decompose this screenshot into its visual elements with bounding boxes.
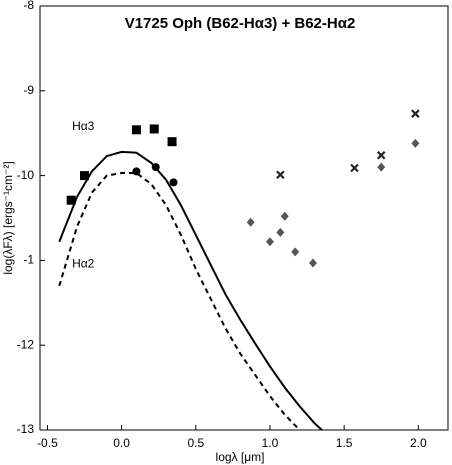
model-line [58, 150, 323, 431]
plot-frame [39, 5, 449, 431]
cross-point [276, 170, 285, 180]
x-tick-label: 2.0 [410, 436, 427, 450]
diamond-point [308, 258, 317, 268]
diamond-point [291, 247, 300, 257]
circle-point [151, 163, 160, 172]
y-tick-label: -13 [17, 422, 35, 436]
diamond-point [377, 162, 386, 172]
chart-title: V1725 Oph (B62-Hα3) + B62-Hα2 [125, 15, 356, 32]
cross-point [350, 163, 359, 173]
x-tick-label: 1.5 [336, 436, 353, 450]
x-tick-label: -0.5 [37, 436, 58, 450]
y-tick-label: -9 [23, 83, 34, 97]
model-line [58, 172, 301, 431]
y-tick-label: -8 [23, 0, 34, 12]
x-tick-label: 1.0 [262, 436, 279, 450]
cross-point [411, 109, 420, 118]
circle-point [132, 167, 141, 176]
cross-point [376, 150, 386, 160]
x-tick-label: 0.5 [187, 436, 204, 450]
series-label: Hα3 [72, 119, 95, 133]
square-point [149, 124, 159, 134]
diamond-point [276, 227, 285, 237]
diamond-point [411, 138, 420, 148]
y-axis-label: log(λFλ) [ergs⁻¹cm⁻²] [1, 161, 15, 274]
circle-point [169, 178, 178, 187]
y-tick-label: -10 [17, 168, 35, 182]
square-point [80, 171, 90, 181]
square-point [167, 137, 177, 147]
square-point [131, 125, 141, 135]
x-tick-label: 0.0 [113, 436, 130, 450]
y-tick-label: -1 [23, 253, 34, 267]
diamond-point [246, 217, 255, 227]
series-label: Hα2 [72, 257, 95, 271]
diamond-point [280, 211, 289, 221]
y-tick-label: -12 [17, 337, 35, 351]
diamond-point [265, 237, 274, 247]
square-point [66, 195, 76, 205]
x-axis-label: logλ [μm] [216, 450, 265, 464]
